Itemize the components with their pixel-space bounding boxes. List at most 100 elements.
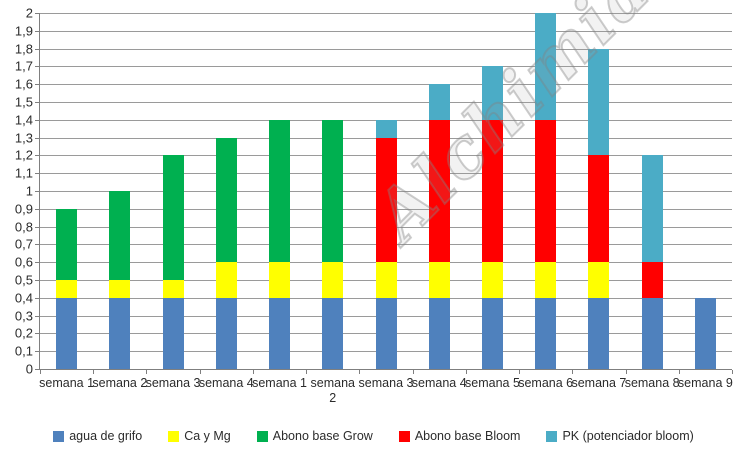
bar-segment-agua-de-grifo bbox=[109, 297, 131, 369]
gridline bbox=[40, 66, 732, 68]
y-tick-label: 1,9 bbox=[14, 23, 33, 39]
bar-segment-agua-de-grifo bbox=[641, 297, 663, 369]
x-tick bbox=[359, 370, 361, 374]
legend-label: agua de grifo bbox=[69, 429, 143, 443]
x-tick bbox=[252, 370, 254, 374]
bar-segment-abono-base-bloom bbox=[535, 119, 557, 263]
bar-segment-abono-base-bloom bbox=[428, 119, 450, 263]
bar-segment-abono-base-grow bbox=[56, 208, 78, 280]
legend-item-ca-y-mg: Ca y Mg bbox=[168, 429, 231, 443]
y-tick bbox=[35, 208, 40, 210]
bar-segment-ca-y-mg bbox=[109, 280, 131, 298]
y-tick-label: 1,5 bbox=[14, 94, 33, 110]
y-tick bbox=[35, 244, 40, 246]
bar-segment-agua-de-grifo bbox=[322, 297, 344, 369]
y-tick-label: 2 bbox=[25, 5, 33, 21]
y-tick-label: 0,7 bbox=[14, 236, 33, 252]
y-tick-label: 1,2 bbox=[14, 147, 33, 163]
bar-segment-abono-base-bloom bbox=[375, 137, 397, 263]
y-tick bbox=[35, 137, 40, 139]
x-tick bbox=[146, 370, 148, 374]
bar-segment-ca-y-mg bbox=[322, 262, 344, 298]
y-tick-label: 0,2 bbox=[14, 325, 33, 341]
x-category-label: semana 7 bbox=[571, 376, 627, 390]
y-tick bbox=[35, 262, 40, 264]
x-category-label: semana 8 bbox=[624, 376, 680, 390]
y-tick-label: 1 bbox=[25, 183, 33, 199]
x-category-label: semana 6 bbox=[518, 376, 574, 390]
x-tick bbox=[572, 370, 574, 374]
x-category-label: semana 1 bbox=[39, 376, 95, 390]
y-tick bbox=[35, 173, 40, 175]
bar-segment-pk-potenciador-bloom bbox=[535, 13, 557, 120]
y-tick bbox=[35, 30, 40, 32]
bar-segment-pk-potenciador-bloom bbox=[428, 84, 450, 120]
bar-segment-abono-base-grow bbox=[322, 119, 344, 263]
x-category-label: semana 1 bbox=[252, 376, 307, 390]
y-tick-label: 0 bbox=[25, 361, 33, 377]
y-tick-label: 1,6 bbox=[14, 76, 33, 92]
x-tick bbox=[93, 370, 95, 374]
x-category-label: semana 3 bbox=[145, 376, 201, 390]
bar-segment-pk-potenciador-bloom bbox=[588, 48, 610, 156]
y-axis-line bbox=[39, 13, 40, 370]
bar-segment-agua-de-grifo bbox=[428, 297, 450, 369]
y-tick bbox=[35, 102, 40, 103]
y-tick-label: 0,3 bbox=[14, 308, 33, 324]
x-category-label: semana 2 bbox=[310, 376, 356, 405]
bar-segment-ca-y-mg bbox=[269, 262, 291, 298]
bar-segment-agua-de-grifo bbox=[162, 297, 184, 369]
x-tick bbox=[625, 370, 627, 374]
x-category-label: semana 4 bbox=[411, 376, 467, 390]
legend-swatch-agua-de-grifo bbox=[53, 430, 65, 442]
legend-swatch-abono-base-grow bbox=[256, 430, 268, 442]
bar-segment-pk-potenciador-bloom bbox=[641, 155, 663, 263]
y-tick bbox=[35, 226, 40, 228]
bar-segment-agua-de-grifo bbox=[375, 297, 397, 369]
y-tick-label: 1,3 bbox=[14, 130, 33, 146]
y-tick-label: 0,1 bbox=[14, 343, 33, 359]
y-tick-label: 0,4 bbox=[14, 290, 33, 306]
bar-segment-ca-y-mg bbox=[56, 280, 78, 298]
x-tick bbox=[412, 370, 414, 374]
bar-segment-abono-base-grow bbox=[109, 191, 131, 280]
bar-segment-agua-de-grifo bbox=[694, 297, 716, 369]
legend-item-abono-base-grow: Abono base Grow bbox=[256, 429, 373, 443]
bar-segment-pk-potenciador-bloom bbox=[375, 119, 397, 138]
y-tick-label: 0,5 bbox=[14, 272, 33, 288]
y-tick bbox=[35, 369, 40, 370]
y-tick bbox=[35, 66, 40, 68]
bar-segment-ca-y-mg bbox=[215, 262, 237, 298]
bar-segment-ca-y-mg bbox=[481, 262, 503, 298]
bar-segment-agua-de-grifo bbox=[481, 297, 503, 369]
legend-swatch-abono-base-bloom bbox=[398, 430, 410, 442]
legend-label: Abono base Grow bbox=[272, 429, 373, 443]
bar-segment-abono-base-grow bbox=[269, 119, 291, 263]
x-tick bbox=[732, 370, 733, 374]
gridline bbox=[40, 102, 732, 103]
y-tick-label: 1,4 bbox=[14, 112, 33, 128]
bar-segment-abono-base-bloom bbox=[641, 262, 663, 298]
bar-segment-agua-de-grifo bbox=[535, 297, 557, 369]
bar-segment-ca-y-mg bbox=[428, 262, 450, 298]
x-tick bbox=[465, 370, 467, 374]
x-category-label: semana 2 bbox=[92, 376, 148, 390]
y-tick-label: 1,8 bbox=[14, 41, 33, 57]
y-tick bbox=[35, 191, 40, 192]
bar-segment-ca-y-mg bbox=[375, 262, 397, 298]
bar-segment-pk-potenciador-bloom bbox=[481, 66, 503, 120]
legend-item-agua-de-grifo: agua de grifo bbox=[53, 429, 142, 443]
gridline bbox=[40, 30, 732, 32]
x-tick bbox=[199, 370, 201, 374]
y-tick bbox=[35, 297, 40, 299]
y-tick bbox=[35, 119, 40, 121]
gridline bbox=[40, 84, 732, 86]
x-tick bbox=[40, 370, 41, 374]
gridline bbox=[40, 48, 732, 50]
bar-segment-agua-de-grifo bbox=[215, 297, 237, 369]
x-tick bbox=[678, 370, 680, 374]
y-tick bbox=[35, 84, 40, 86]
bar-segment-abono-base-grow bbox=[215, 137, 237, 263]
x-tick bbox=[519, 370, 521, 374]
bar-segment-abono-base-bloom bbox=[588, 155, 610, 263]
